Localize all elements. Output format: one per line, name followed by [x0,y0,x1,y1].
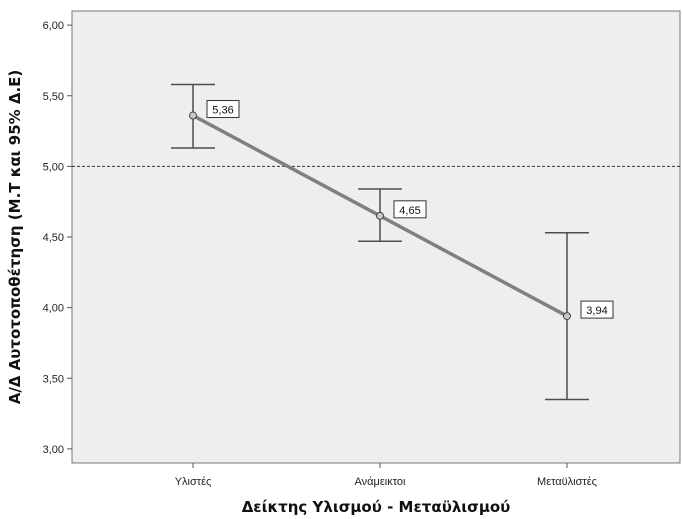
data-point [376,211,384,220]
y-tick-label: 3,00 [43,444,64,456]
x-axis-title: Δείκτης Υλισμού - Μεταϋλισμού [242,498,511,516]
y-tick-label: 4,50 [43,232,64,244]
x-axis: Υλιστές Ανάμεικτοι Μεταϋλιστές [175,463,597,488]
y-axis: 3,00 3,50 4,00 4,50 5,00 5,50 6,00 [43,20,72,456]
x-category-label: Μεταϋλιστές [537,476,597,488]
x-category-label: Ανάμεικτοι [355,476,406,488]
data-label: 5,36 [206,100,240,119]
y-tick-label: 4,00 [43,303,64,315]
data-label-box [206,100,240,119]
data-label-text: 5,36 [212,105,233,117]
y-tick-label: 5,50 [43,91,64,103]
data-label-box [393,200,427,219]
data-point [563,312,571,321]
marker-layer [189,111,571,321]
data-label-text: 3,94 [586,305,607,317]
y-tick-label: 5,00 [43,161,64,173]
data-point [189,111,197,120]
y-axis-title: Α/Δ Αυτοτοποθέτηση (Μ.Τ και 95% Δ.Ε) [6,70,24,405]
data-label-box [580,300,614,319]
data-label: 4,65 [393,200,427,219]
y-tick-label: 3,50 [43,373,64,385]
data-label-layer: 5,36 4,65 3,94 [206,100,614,319]
data-label-text: 4,65 [399,205,420,217]
x-category-label: Υλιστές [175,476,212,488]
data-label: 3,94 [580,300,614,319]
plot-area [71,10,681,464]
y-tick-label: 6,00 [43,20,64,32]
